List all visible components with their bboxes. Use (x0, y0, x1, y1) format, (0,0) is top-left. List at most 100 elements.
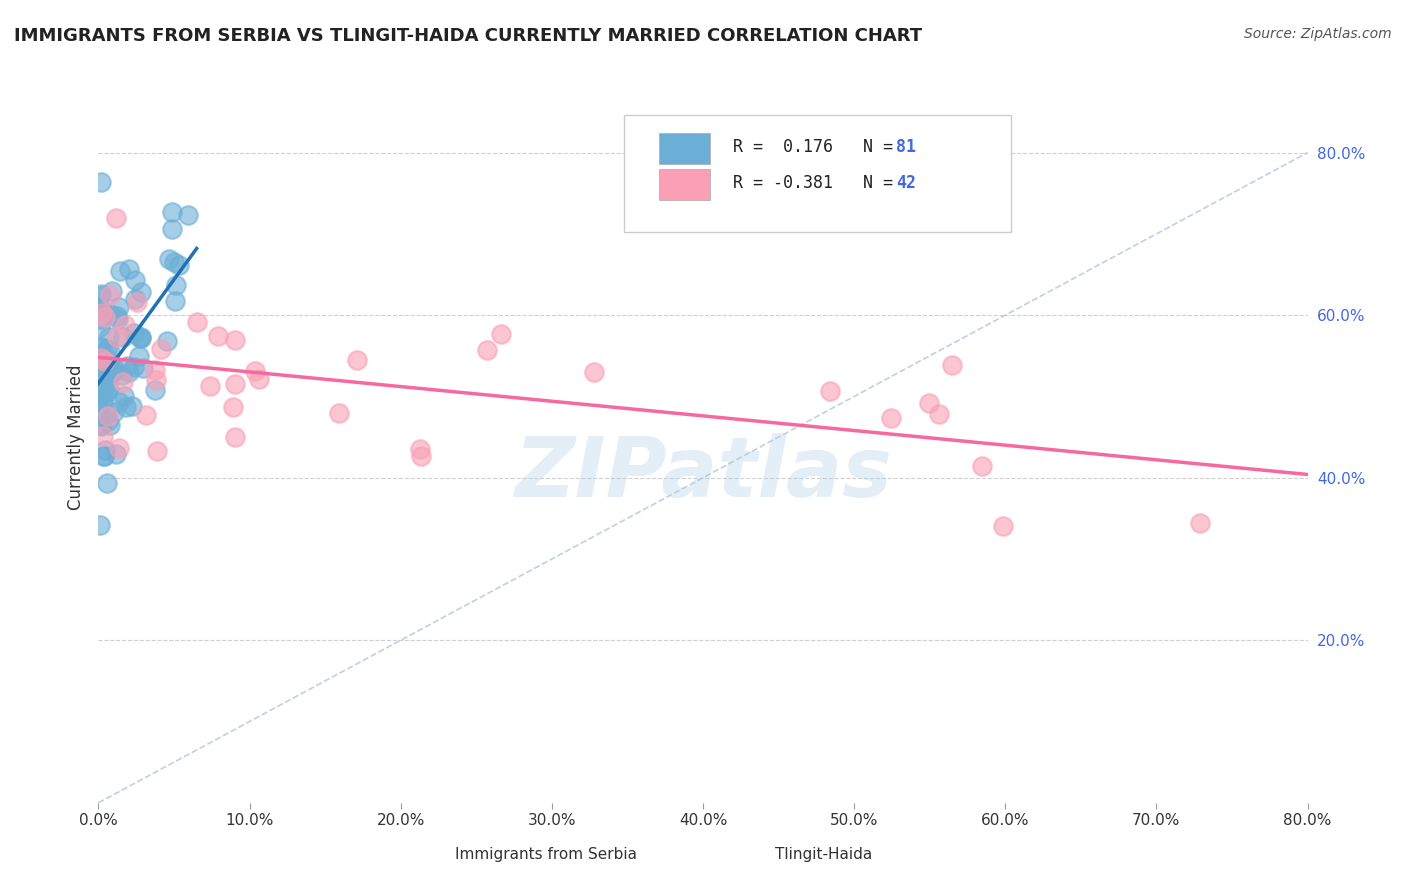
Point (91, 395, 114, 409)
Text: Tlingit-Haida: Tlingit-Haida (775, 847, 873, 862)
Point (918, 396, 941, 410)
Point (117, 262, 139, 277)
Point (489, 327, 512, 342)
Point (89, 405, 111, 419)
Point (207, 328, 229, 343)
Point (94, 310, 117, 324)
Point (98, 417, 121, 432)
Point (98, 343, 121, 358)
Point (186, 315, 208, 329)
Point (98, 330, 121, 344)
Point (103, 359, 125, 374)
Point (90, 378, 112, 392)
Point (89, 301, 111, 316)
Point (143, 363, 166, 377)
Point (135, 409, 157, 423)
Point (89, 366, 111, 380)
Point (409, 449, 432, 463)
Point (108, 442, 131, 456)
Point (96, 475, 118, 490)
Point (224, 429, 246, 443)
Point (107, 312, 129, 326)
Point (160, 221, 183, 235)
Point (124, 292, 146, 306)
Point (89, 390, 111, 404)
Point (91, 306, 114, 320)
Point (98, 307, 121, 321)
Point (96, 342, 118, 356)
Text: R = -0.381   N =: R = -0.381 N = (734, 174, 903, 193)
Point (97, 414, 120, 428)
Point (409, 442, 432, 457)
Point (90, 347, 112, 361)
Text: Immigrants from Serbia: Immigrants from Serbia (454, 847, 637, 862)
Point (163, 255, 186, 269)
FancyBboxPatch shape (696, 842, 728, 866)
Point (129, 331, 152, 345)
Point (177, 208, 200, 222)
Point (105, 310, 128, 324)
Point (122, 360, 145, 375)
Point (93, 449, 115, 463)
Point (222, 401, 245, 415)
Point (1189, 516, 1212, 531)
Point (880, 410, 903, 425)
Point (150, 342, 173, 356)
Point (89, 518, 111, 533)
Text: IMMIGRANTS FROM SERBIA VS TLINGIT-HAIDA CURRENTLY MARRIED CORRELATION CHART: IMMIGRANTS FROM SERBIA VS TLINGIT-HAIDA … (14, 27, 922, 45)
Point (90, 175, 112, 189)
Point (89, 340, 111, 354)
Point (346, 353, 368, 368)
Point (90, 306, 112, 320)
Point (160, 204, 183, 219)
Point (928, 407, 950, 421)
Point (970, 458, 993, 473)
Point (941, 358, 963, 372)
Point (475, 343, 498, 358)
Point (94, 443, 117, 458)
Point (224, 376, 246, 391)
Point (146, 443, 169, 458)
Point (103, 405, 125, 419)
Point (108, 300, 131, 314)
Point (90, 349, 112, 363)
Text: Source: ZipAtlas.com: Source: ZipAtlas.com (1244, 27, 1392, 41)
Point (98, 288, 121, 302)
Point (200, 379, 222, 393)
Y-axis label: Currently Married: Currently Married (66, 364, 84, 510)
Point (129, 285, 152, 299)
Point (103, 364, 125, 378)
Point (89, 417, 111, 432)
Point (128, 349, 150, 363)
Point (112, 389, 135, 403)
FancyBboxPatch shape (659, 133, 710, 163)
Point (105, 330, 128, 344)
Point (89, 388, 111, 402)
Point (129, 331, 152, 345)
Point (108, 395, 131, 409)
Point (89, 312, 111, 326)
Point (124, 326, 146, 340)
Point (105, 448, 128, 462)
Point (224, 333, 246, 347)
Point (90, 418, 112, 433)
Text: 81: 81 (897, 137, 917, 156)
FancyBboxPatch shape (405, 842, 439, 866)
Point (91, 379, 114, 393)
Point (247, 372, 270, 386)
Point (100, 366, 122, 380)
Point (145, 373, 167, 387)
Point (91, 387, 114, 401)
Point (117, 359, 139, 373)
Point (93, 450, 115, 464)
Point (94, 407, 117, 421)
Point (111, 368, 134, 382)
FancyBboxPatch shape (624, 115, 1011, 232)
Point (101, 284, 124, 298)
Point (167, 258, 190, 272)
Point (143, 383, 166, 397)
Point (104, 211, 127, 225)
Point (91, 379, 114, 393)
Point (328, 406, 350, 420)
Point (94, 379, 117, 393)
